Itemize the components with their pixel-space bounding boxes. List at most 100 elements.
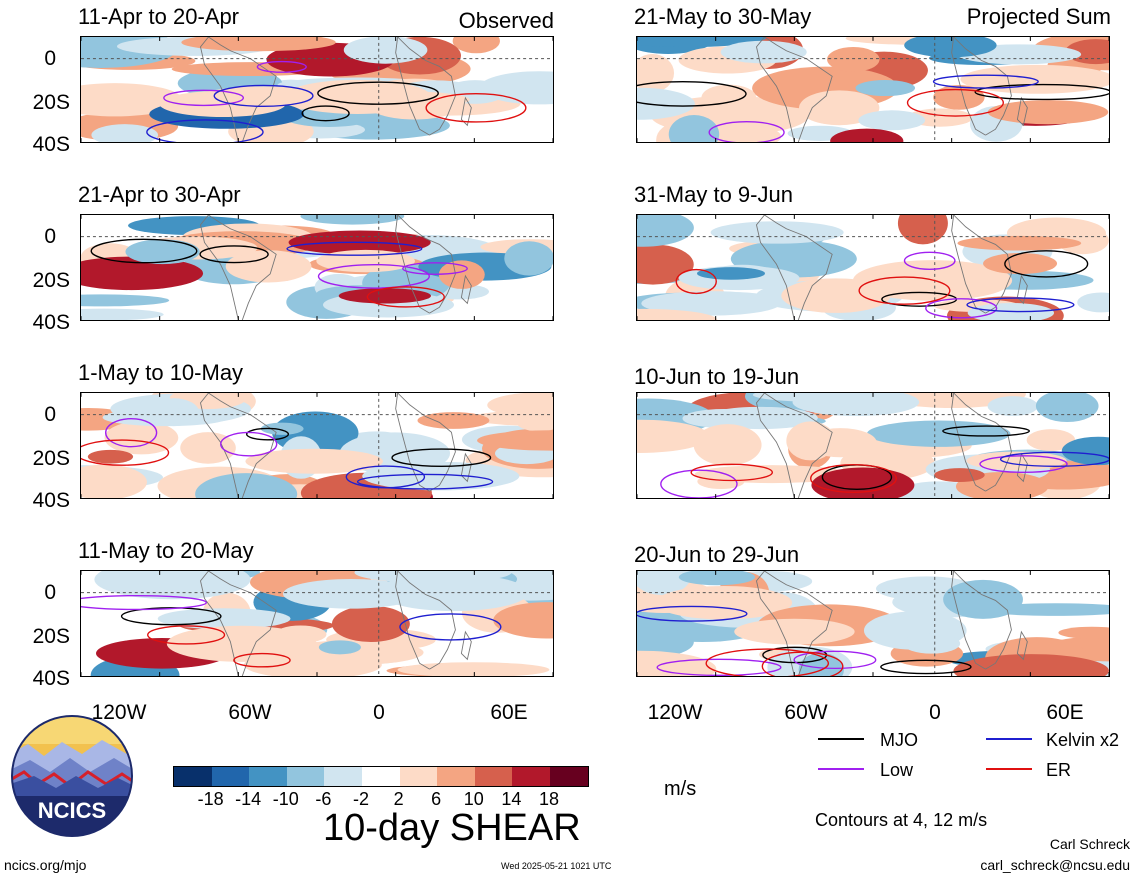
shading-positive: [701, 84, 757, 111]
low-contour: [81, 594, 207, 611]
panel-title-left-4: 11-May to 20-May: [78, 538, 254, 563]
shading-negative: [858, 110, 926, 131]
shading-negative: [866, 420, 1011, 447]
colorbar-swatch: [474, 767, 513, 786]
shading-negative: [641, 291, 781, 316]
coastline-south-america-west: [200, 393, 239, 498]
shading-negative: [102, 408, 229, 427]
map-svg: [81, 37, 553, 142]
shading-positive: [934, 468, 985, 483]
shading-positive: [81, 256, 204, 291]
coastline-madagascar: [1016, 630, 1028, 661]
coastline-south-america: [764, 37, 833, 142]
low-contour: [903, 251, 956, 270]
coastline-africa: [953, 215, 1012, 314]
shading-positive: [933, 84, 985, 110]
colorbar-tick-label: -6: [315, 789, 332, 809]
low-contour: [925, 298, 998, 319]
shading-positive: [1058, 626, 1109, 639]
shading-negative: [81, 294, 170, 307]
map-panel-left-3: [80, 392, 554, 499]
coastline-madagascar: [1016, 452, 1028, 483]
map-svg: [81, 393, 553, 498]
colorbar-tick-label: 6: [431, 789, 442, 809]
panel-title-left-3: 1-May to 10-May: [78, 360, 244, 385]
shading-positive: [245, 448, 384, 474]
low-contour: [220, 431, 278, 457]
mjo-contour: [942, 425, 1030, 437]
low-contour: [708, 120, 785, 142]
shading-negative: [1077, 292, 1109, 313]
kelvin-contour: [286, 241, 423, 256]
shading-positive: [953, 654, 1109, 676]
map-svg: [637, 37, 1109, 142]
kelvin-contour: [966, 297, 1075, 313]
shading-negative: [978, 603, 1109, 616]
shading-positive: [1026, 429, 1076, 451]
logo-text: NCICS: [38, 798, 106, 823]
units-label: m/s: [664, 778, 697, 800]
shading-negative: [343, 37, 428, 64]
er-contour: [81, 439, 170, 466]
coastline-south-america-west: [756, 215, 795, 320]
shading-negative: [300, 215, 405, 225]
shading-positive: [637, 597, 707, 614]
shading-negative: [902, 633, 961, 654]
shading-positive: [637, 419, 710, 453]
shading-negative: [904, 37, 997, 58]
low-contour: [402, 262, 468, 275]
coastline-south-america: [208, 215, 277, 320]
coastline-africa: [953, 571, 1012, 670]
x-tick-label: 60W: [784, 701, 828, 724]
shading-positive: [87, 449, 134, 464]
er-contour: [233, 652, 291, 668]
mjo-contour: [637, 81, 747, 107]
coastline-madagascar: [460, 630, 472, 661]
low-contour: [104, 417, 158, 448]
colorbar-tick-label: -2: [352, 789, 369, 809]
coastline-south-america-west: [756, 393, 795, 498]
shading-negative: [195, 473, 298, 498]
colorbar-tick-label: 14: [501, 789, 522, 809]
coastline-africa-west: [951, 37, 986, 136]
er-contour: [675, 268, 717, 295]
legend-kelvin-label: Kelvin x2: [1046, 730, 1120, 750]
shading-positive: [693, 424, 762, 466]
shading-negative: [752, 393, 893, 402]
shading-positive: [957, 235, 1082, 251]
coastline-south-america-west: [200, 571, 239, 676]
shading-negative: [504, 241, 553, 276]
kelvin-contour: [999, 451, 1109, 467]
er-contour: [705, 648, 830, 676]
legend-kelvin-line: [986, 738, 1032, 740]
map-panel-left-4: [80, 570, 554, 677]
y-tick-label: 40S: [32, 133, 70, 156]
map-panel-right-2: [636, 214, 1110, 321]
map-svg: [637, 215, 1109, 320]
panel-title-right-3: 10-Jun to 19-Jun: [634, 364, 800, 389]
mjo-contour: [301, 105, 350, 122]
shading-positive: [487, 393, 553, 418]
shading-negative: [637, 215, 694, 247]
x-tick-label: 60E: [1046, 701, 1084, 724]
y-tick-label: 0: [44, 225, 56, 248]
low-contour: [256, 60, 307, 73]
shading-positive: [225, 250, 312, 283]
coastline-south-america: [764, 215, 833, 320]
projected-label: Projected Sum: [966, 4, 1111, 29]
colorbar-tick-label: 2: [393, 789, 404, 809]
panel-title-right-1: 21-May to 30-May: [634, 4, 812, 29]
colorbar-swatch: [437, 767, 475, 786]
shading-negative: [1035, 393, 1099, 423]
mjo-contour: [880, 659, 972, 675]
er-contour: [858, 276, 951, 305]
coastline-africa: [953, 393, 1012, 492]
panel-title-left-2: 21-Apr to 30-Apr: [78, 182, 241, 207]
site-link[interactable]: ncics.org/mjo: [4, 857, 87, 873]
map-panel-right-4: [636, 570, 1110, 677]
kelvin-contour: [637, 605, 748, 622]
coastline-south-america-west: [756, 37, 795, 142]
map-svg: [81, 571, 553, 676]
colorbar-swatch: [174, 767, 212, 786]
coastline-madagascar: [1016, 96, 1028, 127]
